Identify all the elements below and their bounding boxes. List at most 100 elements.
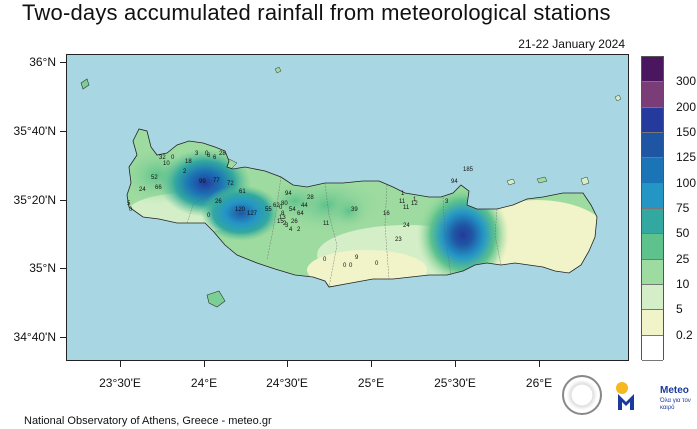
station-value: 11 (399, 199, 406, 205)
lat-label-36: 36°N (29, 55, 56, 69)
map-title: Two-days accumulated rainfall from meteo… (22, 0, 611, 25)
station-value: 80 (281, 201, 288, 207)
legend-swatch (642, 259, 663, 285)
lat-tick (60, 131, 66, 132)
station-value: 64 (297, 211, 304, 217)
station-value: 61 (239, 189, 246, 195)
lat-label-3440: 34°40'N (13, 330, 56, 344)
footer-credit: National Observatory of Athens, Greece -… (24, 415, 272, 427)
lon-tick (455, 361, 456, 367)
meteo-logo-icon (616, 382, 634, 410)
station-value: 185 (463, 167, 474, 173)
rainfall-map[interactable]: 32 10 18 0 2 3 0 6 6 28 99 77 72 24 66 52 61 26 0 120 127 55 6… (66, 54, 629, 361)
station-value: 77 (213, 178, 220, 184)
legend-label: 25 (676, 251, 690, 266)
station-value: 0 (323, 257, 327, 263)
crete-coastline (126, 128, 598, 288)
lon-tick (204, 361, 205, 367)
island (506, 178, 516, 186)
lon-label-25: 25°E (357, 376, 385, 390)
station-value: 9 (355, 255, 359, 261)
station-value: 99 (199, 179, 206, 185)
legend-label: 300 (676, 74, 697, 89)
station-value: 39 (351, 207, 358, 213)
station-value: 3 (285, 223, 289, 229)
station-value: 4 (289, 227, 293, 233)
lat-label-3520: 35°20'N (13, 193, 56, 207)
station-value: 1 (413, 197, 417, 203)
station-value: 15 (277, 219, 284, 225)
legend-swatch (642, 284, 663, 311)
lat-label-35: 35°N (29, 261, 56, 275)
legend-label: 200 (676, 99, 697, 114)
station-value: 2 (297, 227, 301, 233)
meteo-brand-name: Meteo (660, 385, 689, 396)
lat-label-3540: 35°40'N (13, 124, 56, 138)
station-value: 0 (279, 205, 283, 211)
legend-swatch (642, 335, 663, 361)
legend-label: 150 (676, 125, 697, 139)
station-value: 94 (451, 179, 458, 185)
lon-label-2530: 25°30'E (434, 376, 476, 390)
station-value: 0 (171, 155, 175, 161)
legend-swatch (642, 310, 663, 336)
island (536, 176, 548, 184)
legend-label: 50 (676, 226, 690, 241)
island-gavdos (206, 290, 226, 308)
station-value: 13 (279, 215, 286, 221)
legend-label: 10 (676, 277, 690, 291)
station-value: 72 (227, 181, 234, 187)
legend-swatch (642, 234, 663, 260)
station-value: 127 (247, 211, 258, 217)
legend-label: 0.2 (676, 327, 693, 342)
lon-label-26: 26°E (525, 376, 553, 390)
island (580, 176, 590, 186)
legend-swatch (642, 183, 663, 209)
legend-swatch (642, 82, 663, 108)
station-value: 6 (213, 155, 217, 161)
station-value: 18 (185, 159, 192, 165)
district-boundaries (186, 176, 502, 288)
lon-tick (287, 361, 288, 367)
station-value: 55 (265, 207, 272, 213)
island (80, 78, 90, 90)
station-value: 94 (285, 191, 292, 197)
station-value: 28 (219, 151, 226, 157)
station-value: 6 (207, 153, 211, 159)
station-value: 24 (403, 223, 410, 229)
colorbar-legend (641, 56, 664, 361)
station-value: 0 (343, 263, 347, 269)
station-value: 0 (205, 151, 209, 157)
legend-swatch (642, 132, 663, 159)
station-value: 44 (301, 203, 308, 209)
station-value: 54 (289, 207, 296, 213)
station-value: 0 (129, 207, 133, 213)
station-value: 12 (411, 201, 418, 207)
station-value: 26 (291, 219, 298, 225)
station-value: 2 (183, 169, 187, 175)
station-value: 8 (281, 211, 285, 217)
legend-label: 125 (676, 150, 697, 165)
station-value: 3 (195, 151, 199, 157)
legend-swatch (642, 208, 663, 235)
island (614, 94, 622, 102)
lat-tick (60, 268, 66, 269)
lon-tick (539, 361, 540, 367)
station-value: 23 (395, 237, 402, 243)
station-value: 0 (207, 213, 211, 219)
station-value: 66 (155, 185, 162, 191)
lat-tick (60, 337, 66, 338)
island (274, 66, 282, 74)
lon-tick (371, 361, 372, 367)
station-value: 11 (323, 221, 330, 227)
lat-tick (60, 62, 66, 63)
station-value: 16 (383, 211, 390, 217)
station-value: 62 (273, 203, 280, 209)
meteo-tagline: Όλα για τον καιρό (660, 398, 691, 411)
station-value: 26 (215, 199, 222, 205)
legend-label: 5 (676, 302, 683, 317)
station-value: 11 (403, 205, 410, 211)
observatory-seal-logo (562, 375, 602, 415)
legend-label: 75 (676, 201, 690, 215)
